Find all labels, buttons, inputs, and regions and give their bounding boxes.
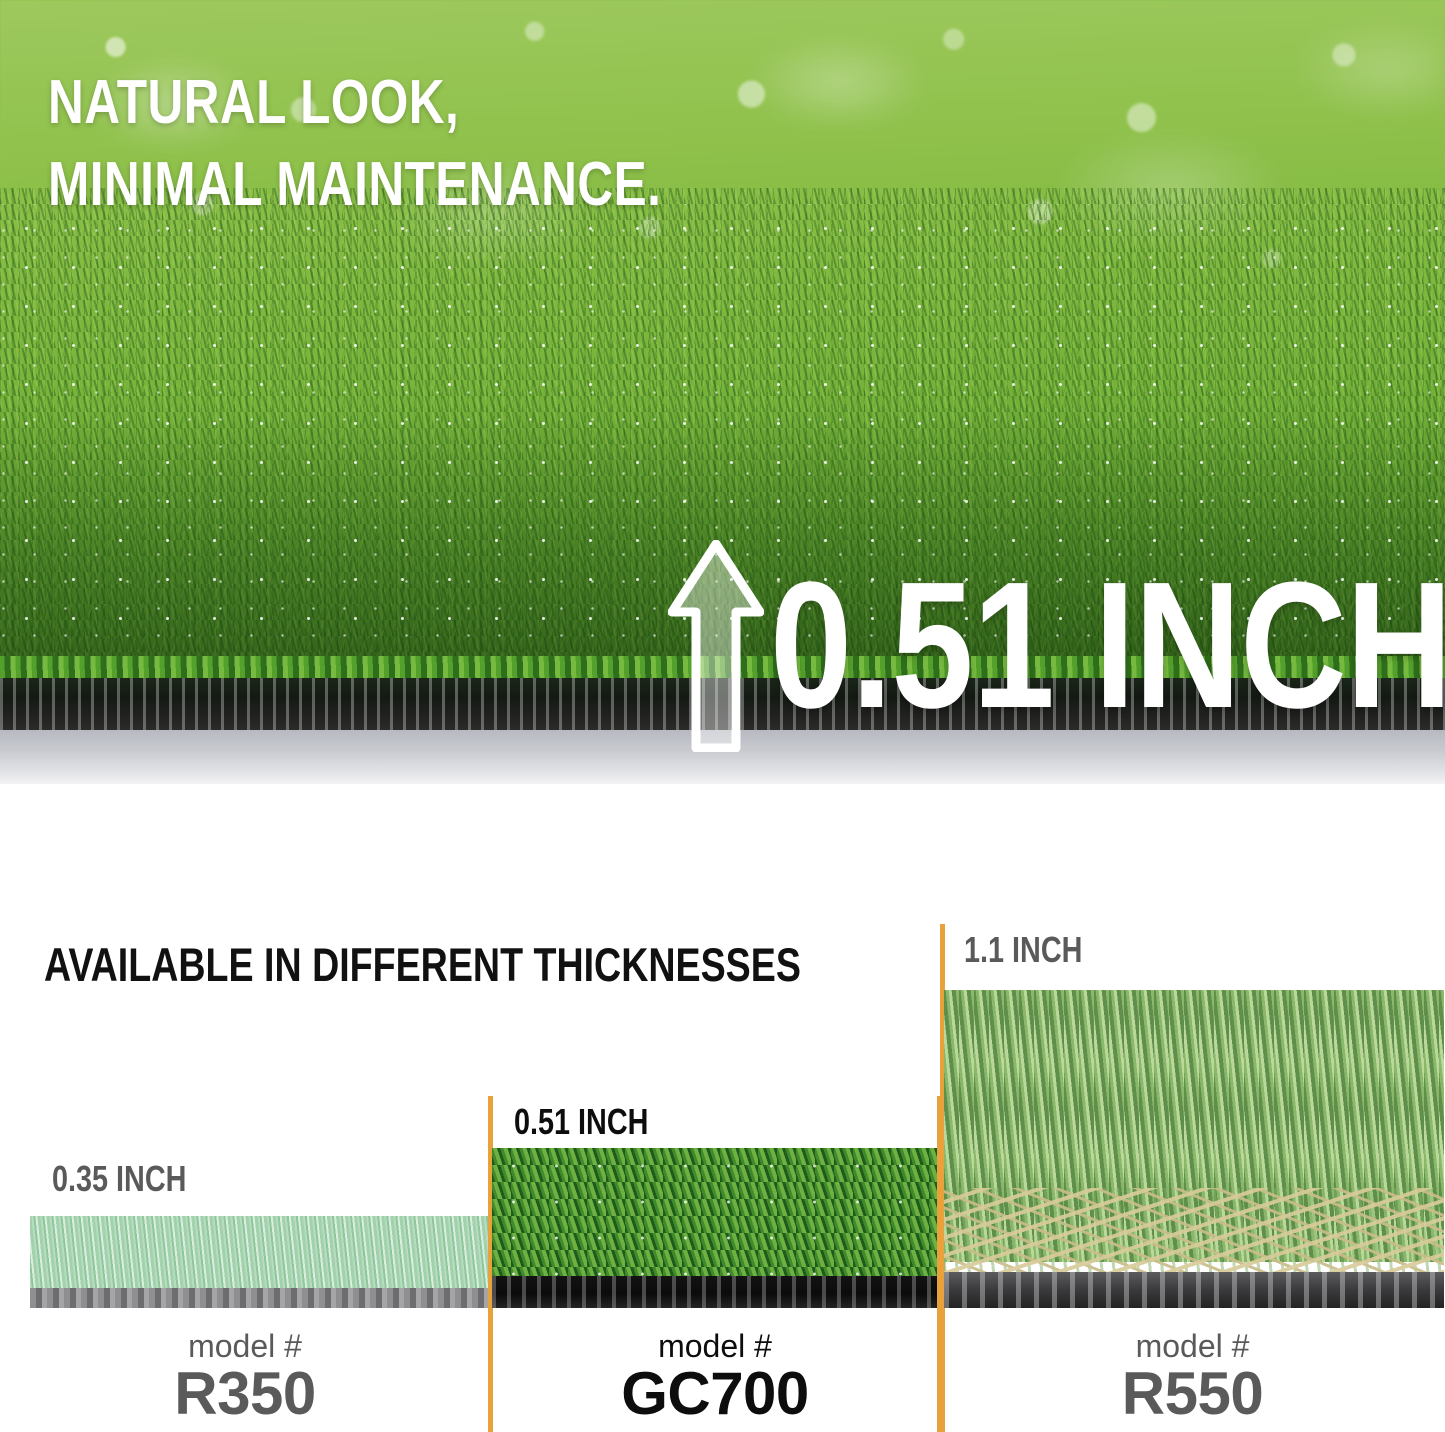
column-divider-center [937,1096,942,1432]
hero-headline: NATURAL LOOK, MINIMAL MAINTENANCE. [48,68,662,220]
turf-swatch-r550 [944,990,1444,1308]
turf-blades [492,1148,937,1278]
model-number: R550 [1121,1360,1264,1427]
turf-swatch-gc700 [492,1148,937,1308]
model-prefix: model # [1135,1328,1250,1365]
model-prefix: model # [658,1328,772,1365]
column-divider-left [488,1096,493,1432]
section-title: AVAILABLE IN DIFFERENT THICKNESSES [44,938,801,991]
turf-thatch [944,1188,1444,1274]
hero-turf-photo: NATURAL LOOK, MINIMAL MAINTENANCE. 0.51 … [0,0,1445,784]
thickness-label-r350: 0.35 INCH [52,1158,187,1199]
model-number: R350 [174,1360,316,1427]
thickness-callout: 0.51 INCH [667,539,1445,753]
floor-surface [0,730,1445,784]
model-caption-r350: model # R350 [0,1329,490,1424]
model-number: GC700 [621,1360,809,1427]
turf-highlights [0,203,1445,706]
comparison-column-r550: 1.1 INCH model # R550 [940,784,1445,1432]
thickness-label-r550: 1.1 INCH [964,929,1083,970]
turf-swatch-r350 [30,1216,488,1308]
turf-blades [30,1216,488,1290]
thickness-comparison-panel: AVAILABLE IN DIFFERENT THICKNESSES 0.35 … [0,784,1445,1432]
turf-backing [30,1288,488,1308]
model-caption-r550: model # R550 [940,1329,1445,1424]
thickness-label-gc700: 0.51 INCH [514,1101,649,1142]
turf-backing [944,1272,1444,1308]
model-prefix: model # [188,1328,302,1365]
turf-mat-edge [0,656,1445,732]
model-caption-gc700: model # GC700 [490,1329,940,1424]
thickness-callout-text: 0.51 INCH [770,545,1445,747]
turf-backing [492,1276,937,1308]
arrow-up-icon [667,539,765,753]
comparison-column-r350: 0.35 INCH model # R350 [0,784,490,1432]
comparison-column-gc700: 0.51 INCH model # GC700 [490,784,940,1432]
column-divider-right [940,924,945,1432]
comparison-columns: 0.35 INCH model # R350 0.51 INCH [0,784,1445,1432]
